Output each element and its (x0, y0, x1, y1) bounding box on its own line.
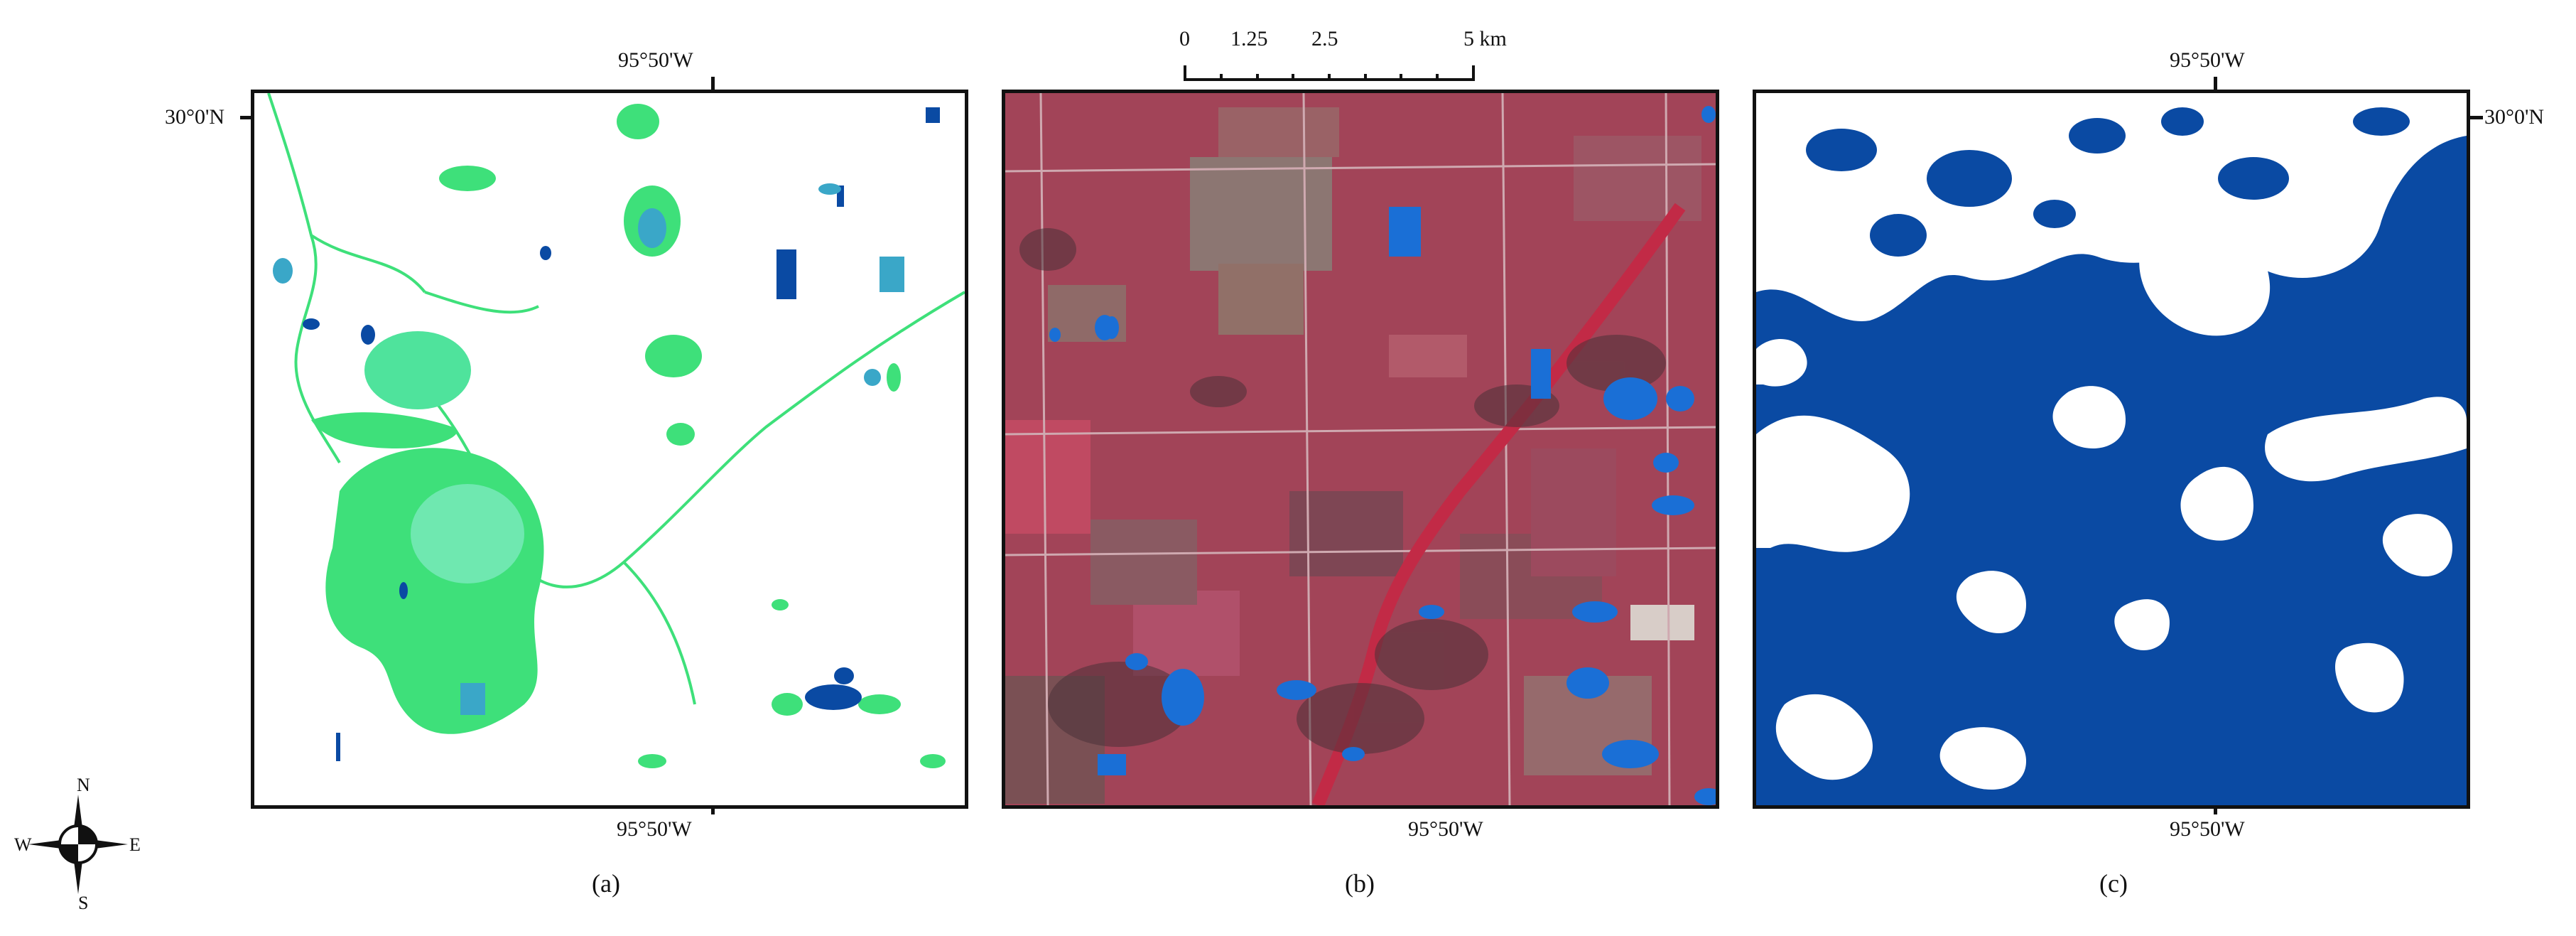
panel-a-top-longitude: 95°50'W (618, 48, 693, 72)
wetland-classification-map (267, 93, 965, 768)
map-panel-a (251, 90, 968, 809)
scale-bar: 0 1.25 2.5 5 km (1179, 27, 1507, 84)
panel-a-top-lon-tick (711, 77, 715, 92)
panel-a-lat-tick (240, 116, 253, 119)
north-arrow-compass: N S W E (14, 775, 156, 917)
scale-tick-label-0: 0 (1179, 27, 1190, 50)
open-water-patches (273, 107, 940, 761)
scale-tick-label-5km: 5 km (1463, 27, 1507, 50)
roads (1005, 93, 1716, 805)
compass-north: N (77, 775, 90, 795)
panel-c-bottom-lon-tick (2214, 806, 2217, 814)
panel-a-latitude: 30°0'N (165, 105, 225, 129)
water-patches (1806, 107, 2410, 257)
water-overlay (1049, 106, 1716, 805)
compass-west: W (14, 834, 32, 855)
panel-c-lat-tick (2470, 116, 2483, 119)
compass-south: S (78, 893, 89, 913)
dark-wetland-patches (1019, 228, 1666, 754)
river-network (267, 93, 965, 705)
panel-c-bottom-longitude: 95°50'W (2170, 817, 2245, 841)
binary-water-mask (1756, 93, 2467, 790)
panel-b-label: (b) (1345, 869, 1375, 898)
scale-bar-graphic (1184, 65, 1475, 81)
map-panel-c (1753, 90, 2470, 809)
panel-a-label: (a) (592, 869, 620, 898)
map-panel-b (1002, 90, 1719, 809)
panel-c-latitude: 30°0'N (2484, 105, 2545, 129)
panel-c-label: (c) (2099, 869, 2128, 898)
panel-b-bottom-longitude: 95°50'W (1408, 817, 1483, 841)
non-water-areas (1756, 93, 2467, 790)
compass-rose-icon (28, 795, 128, 894)
compass-east: E (129, 834, 141, 855)
panel-a-bottom-lon-tick (711, 806, 715, 814)
false-color-image (1005, 93, 1716, 805)
panel-c-top-longitude: 95°50'W (2170, 48, 2245, 72)
panel-a-bottom-longitude: 95°50'W (617, 817, 692, 841)
scale-tick-label-1-25: 1.25 (1230, 27, 1268, 50)
wetland-interior (411, 208, 666, 583)
panel-c-top-lon-tick (2214, 77, 2217, 92)
wetland-patches (311, 104, 946, 768)
scale-tick-label-2-5: 2.5 (1311, 27, 1338, 50)
